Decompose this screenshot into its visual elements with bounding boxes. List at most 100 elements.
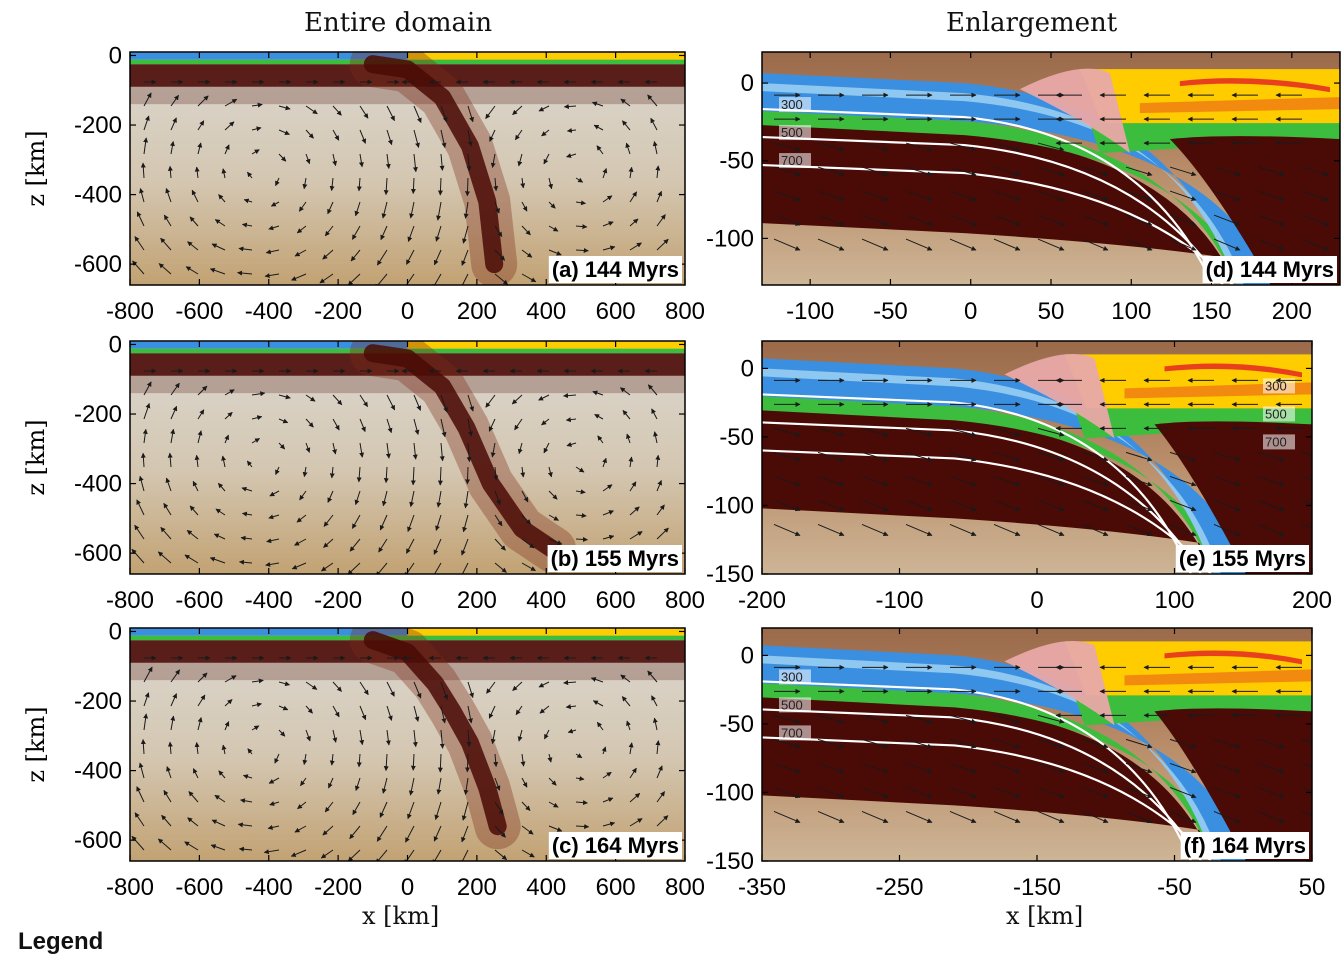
velocity-arrow [1169,810,1197,823]
velocity-arrow [861,499,889,512]
velocity-arrow [490,153,496,169]
velocity-arrow [548,801,559,808]
velocity-arrow [291,273,307,281]
velocity-arrows [131,655,670,861]
x-tick-label: -100 [786,298,834,325]
velocity-arrow [494,273,509,285]
velocity-arrow [209,267,226,275]
velocity-arrow [619,387,631,396]
isotherm-line [762,680,1193,861]
velocity-arrow [1125,190,1153,201]
velocity-arrow [521,490,529,503]
velocity-arrow [352,801,361,816]
velocity-arrow [350,249,361,262]
velocity-arrow [575,513,587,518]
velocity-arrow [143,92,152,107]
isotherm-label: 700 [781,153,803,168]
velocity-arrow [493,753,499,768]
velocity-arrow [1125,166,1153,177]
x-tick-label: -400 [245,298,293,325]
velocity-arrow [1037,475,1065,487]
lithosphere-halo [130,375,685,394]
x-tick-label: 0 [401,298,414,325]
velocity-arrow [160,526,172,540]
velocity-arrow [386,394,396,411]
x-tick-label: -200 [314,874,362,901]
velocity-arrow [494,490,501,506]
velocity-arrow [385,729,391,746]
velocity-arrow [319,273,334,284]
velocity-arrow [332,705,340,718]
velocity-arrow [905,142,933,152]
upper-lithosphere [1169,136,1340,285]
velocity-arrow [544,729,550,740]
velocity-arrow [143,692,150,707]
velocity-arrow [1257,214,1285,226]
velocity-arrow [267,824,280,830]
velocity-arrow [322,825,334,836]
velocity-arrow [548,514,559,521]
velocity-arrow [143,137,149,155]
velocity-arrow [194,742,200,755]
velocity-arrow [432,273,442,285]
velocity-arrow [241,511,253,517]
velocity-arrow [213,533,226,540]
velocity-arrow [131,835,145,851]
velocity-arrow [949,786,977,799]
velocity-arrow [656,480,662,492]
isotherm-label-bg [779,97,811,113]
panel-2: 0 -200 -400 -600 -800 -600 -400 -200 0 200 400 600 8… [22,331,705,614]
velocity-arrow [1037,714,1065,724]
velocity-arrow [905,475,933,487]
velocity-arrow [861,762,889,774]
panel-label: (a) 144 Myrs [552,257,679,282]
velocity-arrow [566,442,577,447]
y-axis-label: z [km] [22,130,50,206]
velocity-arrow [485,105,496,119]
velocity-arrow [1301,238,1329,251]
velocity-arrow [1169,762,1197,774]
x-tick-label: 200 [1272,298,1312,325]
velocity-arrow [217,482,226,492]
velocity-arrow [240,535,253,541]
velocity-arrow [192,768,199,779]
velocity-arrow [247,748,253,755]
panel-label: (f) 164 Myrs [1184,833,1306,858]
velocity-arrow [861,523,889,536]
velocity-arrow [359,705,367,721]
velocity-arrow [817,523,845,536]
velocity-arrow [140,452,146,468]
velocity-arrow [170,428,176,444]
x-tick-label: -50 [873,298,908,325]
velocity-arrow [905,762,933,774]
velocity-arrow [620,674,631,683]
velocity-arrow [993,714,1021,724]
velocity-arrow [949,523,977,536]
velocity-arrow [386,681,395,697]
x-tick-label: 400 [526,587,566,614]
velocity-arrow [167,741,173,755]
velocity-arrow [413,394,422,411]
velocity-arrow [1301,738,1312,744]
velocity-arrow [238,559,253,565]
velocity-arrow [332,153,338,167]
velocity-arrow [602,821,616,827]
velocity-arrow [410,177,416,195]
velocity-arrows [773,92,1329,251]
x-tick-label: 150 [1192,298,1232,325]
velocity-arrow [320,562,334,572]
velocity-arrow [1169,786,1197,799]
x-tick-label: 200 [457,587,497,614]
y-tick-label: -50 [719,424,754,451]
x-tick-label: 800 [665,874,705,901]
velocity-arrow [467,418,473,437]
velocity-arrow [332,442,337,455]
velocity-arrow [461,538,469,556]
velocity-arrow [488,705,496,719]
velocity-arrow [512,105,523,116]
velocity-arrow [268,225,280,231]
x-axis-label-left: x [km] [362,902,440,930]
velocity-arrow [157,551,172,564]
velocity-arrow [817,142,845,152]
velocity-arrow [905,214,933,226]
